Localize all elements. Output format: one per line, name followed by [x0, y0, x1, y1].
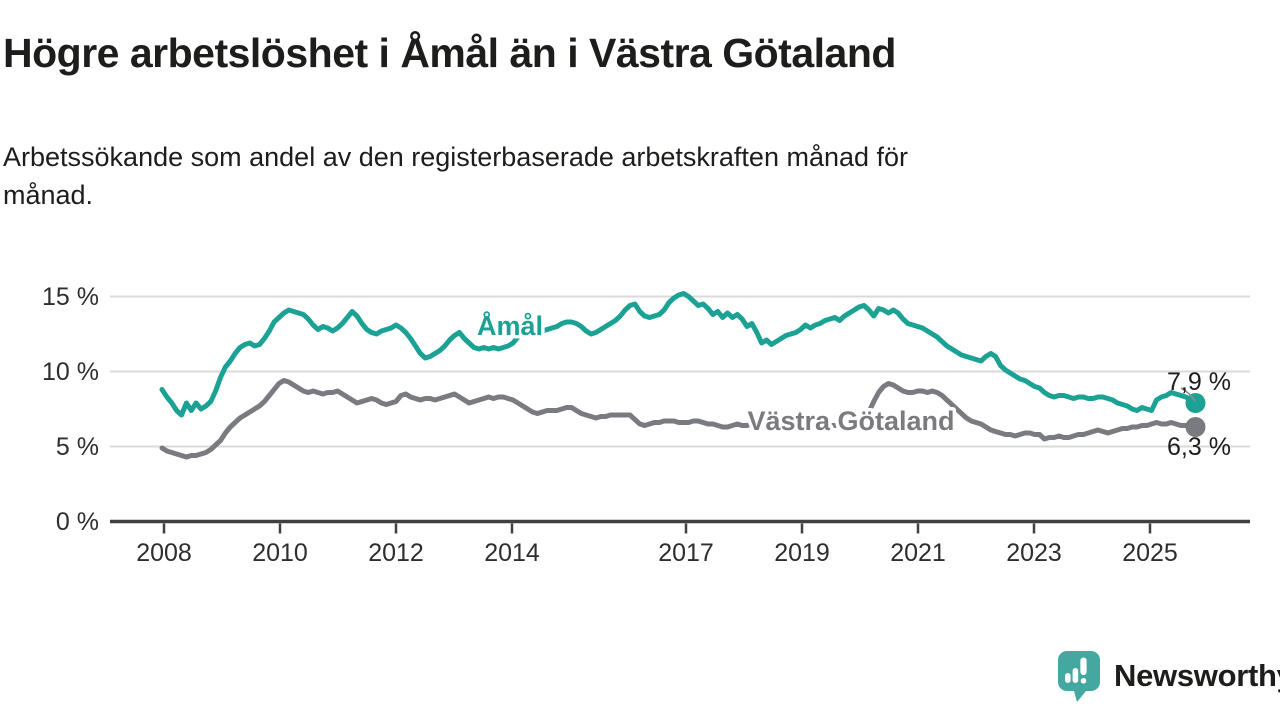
- y-axis-label-0: 0 %: [56, 508, 99, 536]
- x-axis-label-2010: 2010: [252, 539, 308, 567]
- x-axis-label-2025: 2025: [1122, 539, 1178, 567]
- x-axis-label-2021: 2021: [890, 539, 946, 567]
- y-axis-label-10: 10 %: [42, 358, 99, 386]
- page-title: Högre arbetslöshet i Åmål än i Västra Gö…: [3, 30, 896, 76]
- newsworthy-logo-text: Newsworthy: [1114, 658, 1280, 693]
- subtitle-line-1: Arbetssökande som andel av den registerb…: [3, 142, 909, 172]
- x-axis-label-2012: 2012: [368, 539, 424, 567]
- newsworthy-bubble-chart-icon: [1058, 651, 1100, 702]
- x-axis-label-2014: 2014: [484, 539, 540, 567]
- y-axis-label-15: 15 %: [42, 283, 99, 311]
- end-dot-series-1: [1185, 417, 1206, 437]
- end-value-vastra-gotaland: 6,3 %: [1167, 433, 1231, 461]
- x-axis-label-2017: 2017: [658, 539, 714, 567]
- subtitle-line-2: månad.: [3, 180, 94, 210]
- x-axis-label-2008: 2008: [136, 539, 192, 567]
- x-axis-label-2019: 2019: [774, 539, 830, 567]
- line-series-1: [159, 378, 1198, 460]
- chart-plot-area: 15 % 10 % 5 % 0 % 2008 2010 2012 2014 2017 2019 20…: [42, 283, 1250, 567]
- series-label-amal: Åmål: [477, 310, 543, 341]
- series-labels: Åmål Västra Götaland: [473, 307, 958, 440]
- x-axis-label-2023: 2023: [1006, 539, 1062, 567]
- series-label-vastra-gotaland: Västra Götaland: [747, 406, 954, 436]
- end-dot-series-0: [1185, 393, 1206, 413]
- line-series-0: [159, 291, 1198, 418]
- end-value-amal: 7,9 %: [1167, 368, 1231, 396]
- newsworthy-logo: Newsworthy: [1056, 648, 1280, 704]
- y-axis-label-5: 5 %: [56, 433, 99, 461]
- end-value-labels: 7,9 % 6,3 %: [1167, 368, 1231, 461]
- chart-subtitle: Arbetssökande som andel av den registerb…: [3, 138, 908, 214]
- end-value-leader-line: [1180, 387, 1196, 402]
